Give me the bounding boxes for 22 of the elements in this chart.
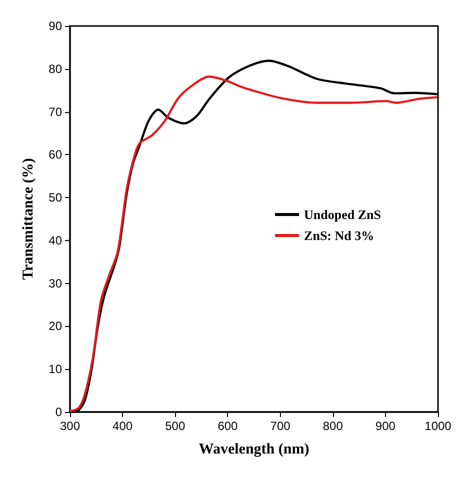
y-tick-label: 0 — [55, 405, 62, 419]
x-tick-label: 500 — [165, 419, 186, 433]
x-tick-label: 800 — [322, 419, 344, 433]
legend-label: Undoped ZnS — [304, 207, 382, 222]
x-tick-label: 700 — [270, 419, 291, 433]
x-tick-label: 300 — [60, 419, 80, 433]
y-tick-label: 90 — [48, 19, 62, 33]
y-tick-label: 30 — [48, 276, 62, 290]
y-tick-label: 10 — [48, 362, 62, 376]
y-axis-title: Transmittance (%) — [20, 158, 36, 280]
x-tick-label: 400 — [112, 419, 133, 433]
y-tick-label: 40 — [48, 233, 62, 248]
x-tick-label: 600 — [218, 419, 238, 433]
x-tick-label: 1000 — [424, 419, 452, 433]
y-tick-label: 20 — [48, 319, 62, 334]
y-tick-label: 70 — [48, 104, 62, 119]
legend-label: ZnS: Nd 3% — [304, 228, 374, 243]
y-tick-label: 60 — [48, 148, 62, 162]
x-tick-label: 900 — [375, 419, 396, 433]
x-axis-title: Wavelength (nm) — [198, 442, 310, 458]
y-tick-label: 50 — [48, 190, 62, 205]
y-tick-label: 80 — [48, 62, 62, 76]
